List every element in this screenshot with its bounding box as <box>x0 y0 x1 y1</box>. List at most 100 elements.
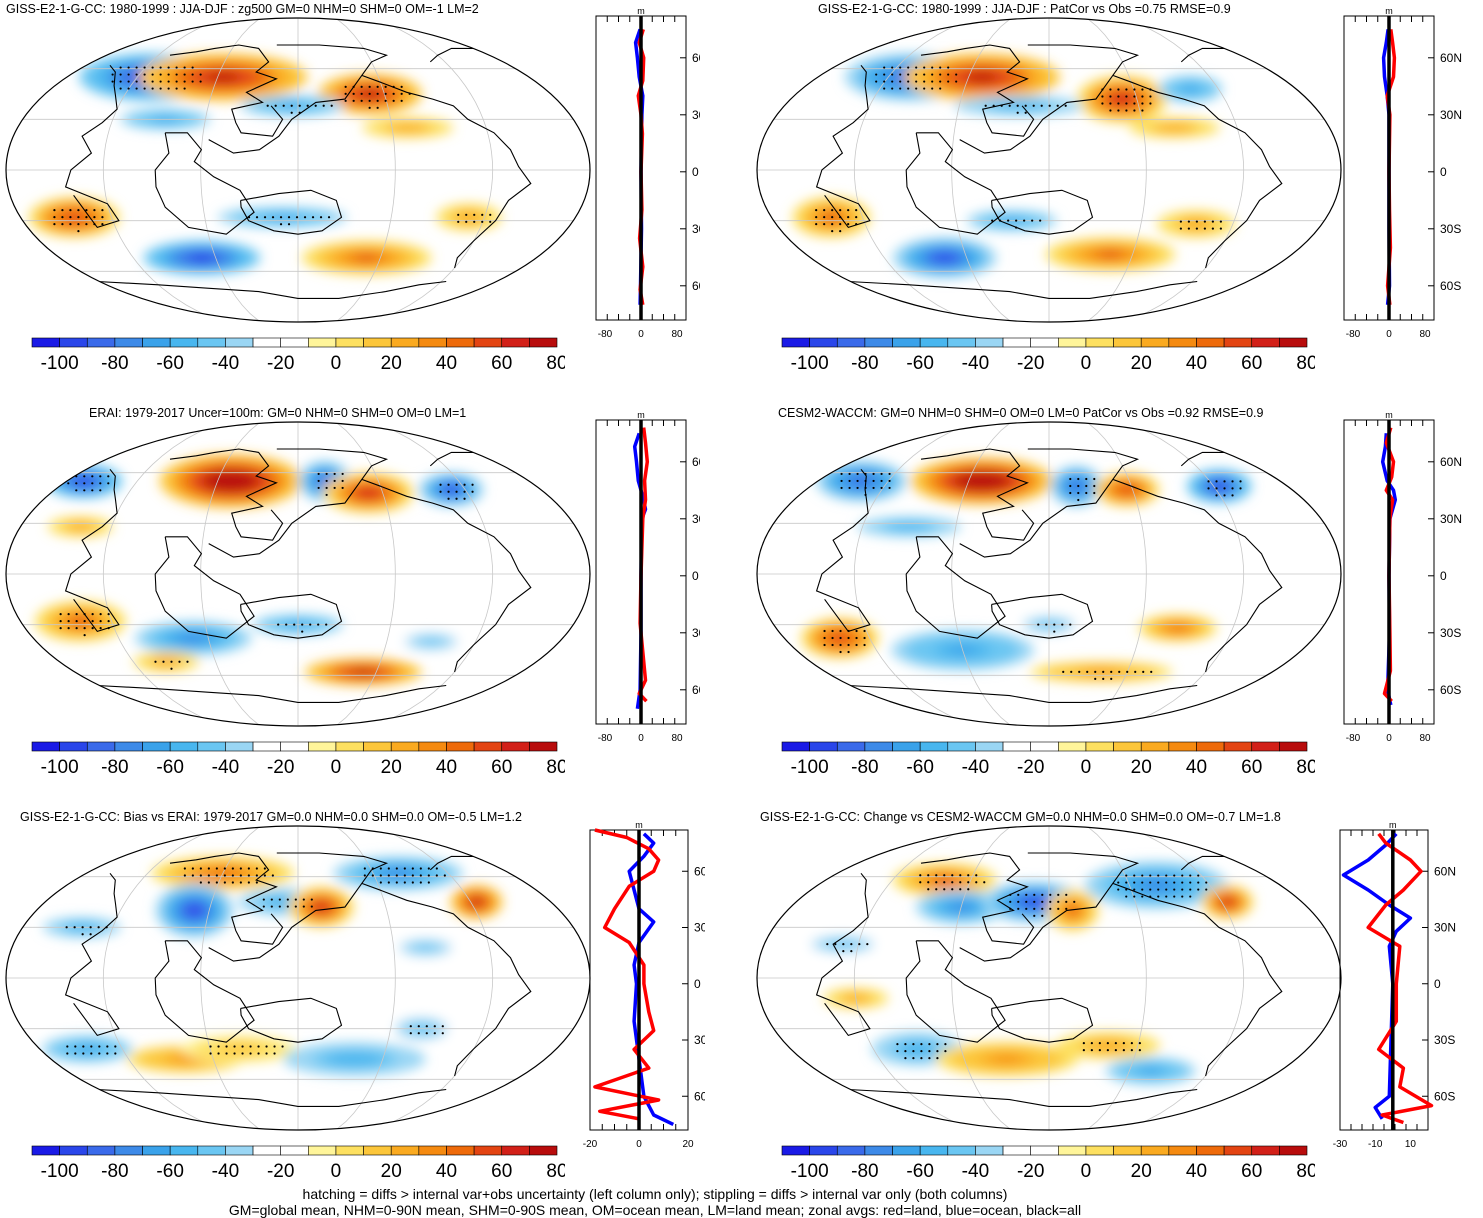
stipple-dot <box>1025 900 1028 903</box>
stipple-dot <box>175 80 178 83</box>
stipple-dot <box>114 1052 117 1055</box>
stipple-dot <box>77 230 80 233</box>
anomaly-contour <box>898 524 920 529</box>
stipple-dot <box>1033 900 1036 903</box>
stipple-dot <box>427 874 430 877</box>
colorbar-swatch <box>529 1145 558 1156</box>
stipple-dot <box>75 627 78 630</box>
panel-title: GISS-E2-1-G-CC: 1980-1999 : JJA-DJF : zg… <box>6 2 479 16</box>
zonal-x-tick-label: 80 <box>1419 329 1431 340</box>
zonal-lat-label: 0 <box>692 569 699 583</box>
stipple-dot <box>83 634 86 637</box>
stipple-dot <box>175 73 178 76</box>
stipple-dot <box>1149 874 1152 877</box>
stipple-dot <box>199 73 202 76</box>
stipple-dot <box>1057 907 1060 910</box>
zonal-lat-label: 60N <box>1434 864 1456 878</box>
stipple-dot <box>119 80 122 83</box>
stipple-dot <box>1102 670 1105 673</box>
colorbar-tick-label: 0 <box>331 1161 342 1182</box>
stipple-dot <box>1141 102 1144 105</box>
coastline <box>208 44 389 154</box>
coastline <box>959 44 1140 154</box>
stipple-dot <box>265 1045 268 1048</box>
stipple-dot <box>83 475 86 478</box>
colorbar-swatch <box>781 741 810 752</box>
colorbar-swatch <box>947 1145 976 1156</box>
zonal-lat-label: 0 <box>1440 165 1447 179</box>
stipple-dot <box>1223 480 1226 483</box>
colorbar-tick-label: 80 <box>546 353 565 374</box>
coastline <box>97 280 447 299</box>
stipple-dot <box>74 1052 77 1055</box>
colorbar: -100-80-60-40-20020406080100 <box>31 741 565 778</box>
stipple-dot <box>888 472 891 476</box>
stipple-dot <box>447 483 450 486</box>
colorbar-swatch <box>142 1145 171 1156</box>
colorbar-swatch <box>1058 337 1087 348</box>
anomaly-contour <box>173 1056 197 1062</box>
stipple-dot <box>281 1045 284 1048</box>
zonal-lat-label: 30N <box>694 921 705 935</box>
stipple-dot <box>119 66 122 69</box>
stipple-dot <box>856 472 859 476</box>
coastline <box>991 593 1094 639</box>
stipple-dot <box>1207 487 1210 490</box>
stipple-dot <box>1064 104 1067 107</box>
stipple-dot <box>1165 874 1168 877</box>
stipple-dot <box>1181 874 1184 877</box>
stipple-dot <box>1231 480 1234 483</box>
colorbar-swatch <box>1085 741 1114 752</box>
stipple-dot <box>257 1045 260 1048</box>
colorbar-swatch <box>529 741 558 752</box>
stipple-dot <box>1125 881 1128 884</box>
stipple-dot <box>1150 670 1153 673</box>
colorbar-tick-label: -100 <box>791 353 829 374</box>
colorbar-swatch <box>1113 741 1142 752</box>
stipple-dot <box>842 943 845 946</box>
stipple-dot <box>471 483 474 486</box>
stipple-dot <box>98 1045 101 1048</box>
colorbar-swatch <box>1113 337 1142 348</box>
stipple-dot <box>1061 623 1064 626</box>
stipple-dot <box>330 104 333 107</box>
zonal-lat-label: 60N <box>692 51 700 65</box>
stipple-dot <box>262 905 265 908</box>
coastline <box>169 448 284 541</box>
colorbar-tick-label: 40 <box>436 1161 457 1182</box>
colorbar-tick-label: -20 <box>1017 353 1044 374</box>
stipple-dot <box>955 73 958 76</box>
stipple-dot <box>286 898 289 901</box>
stipple-dot <box>1110 677 1113 680</box>
colorbar-tick-label: -100 <box>41 1161 79 1182</box>
stipple-dot <box>159 87 162 90</box>
coastline <box>240 997 343 1043</box>
longitude-gridline <box>1086 18 1147 322</box>
stipple-dot <box>82 1052 85 1055</box>
colorbar-tick-label: 80 <box>1296 757 1315 778</box>
colorbar-tick-label: 20 <box>381 1161 402 1182</box>
stipple-dot <box>75 620 78 623</box>
stipple-dot <box>107 482 110 485</box>
anomaly-contour <box>462 214 476 220</box>
stipple-dot <box>1040 104 1043 107</box>
stipple-dot <box>1149 881 1152 884</box>
world-map <box>5 17 591 323</box>
colorbar-swatch <box>335 741 364 752</box>
stipple-dot <box>1133 881 1136 884</box>
stipple-dot <box>183 87 186 90</box>
stipple-dot <box>1197 888 1200 891</box>
stipple-dot <box>368 106 371 109</box>
stipple-dot <box>975 881 978 884</box>
footer-note-line2: GM=global mean, NHM=0-90N mean, SHM=0-90… <box>228 1202 1082 1218</box>
anomaly-contour <box>351 669 375 675</box>
stipple-dot <box>899 66 902 69</box>
colorbar-swatch <box>1196 741 1225 752</box>
stipple-dot <box>207 867 210 870</box>
zonal-lat-label: 0 <box>694 977 701 991</box>
colorbar-swatch <box>1140 337 1170 348</box>
stipple-dot <box>1008 104 1011 107</box>
colorbar-swatch <box>252 337 281 348</box>
colorbar-tick-label: 80 <box>1296 353 1315 374</box>
stipple-dot <box>61 223 64 226</box>
